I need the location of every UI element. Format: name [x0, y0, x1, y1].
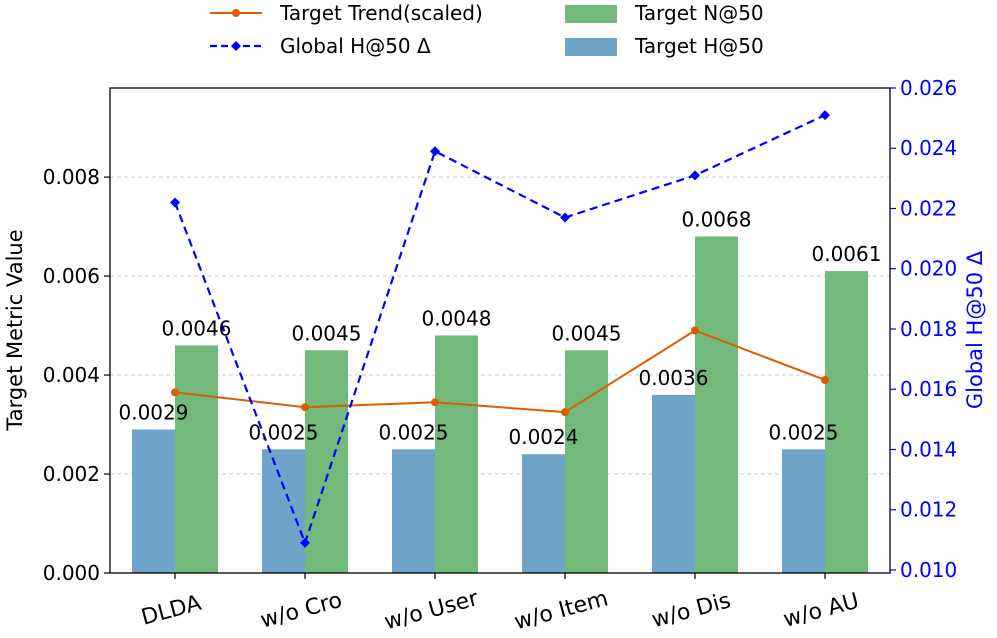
y-tick-label: 0.004: [43, 363, 100, 387]
y2-tick-label: 0.020: [900, 257, 957, 281]
y-tick-label: 0.006: [43, 264, 100, 288]
global-h50-delta-point: [300, 537, 310, 548]
y2-tick-label: 0.014: [900, 437, 957, 461]
bar-data-label: 0.0046: [162, 316, 232, 340]
bar-data-label: 0.0068: [682, 207, 752, 231]
bar-data-label: 0.0025: [249, 420, 319, 444]
target-trend-point: [171, 388, 179, 397]
global-h50-delta-point: [170, 197, 180, 208]
x-tick-label: w/o Item: [512, 586, 611, 635]
legend-label: Global H@50 Δ: [280, 34, 431, 58]
y-axis-label: Target Metric Value: [3, 229, 27, 431]
bar-data-label: 0.0045: [552, 321, 622, 345]
global-h50-delta-point: [560, 212, 570, 223]
legend-swatch: [565, 5, 617, 23]
bar-data-label: 0.0025: [769, 420, 839, 444]
target-trend-point: [821, 375, 829, 384]
bar-data-label: 0.0045: [292, 321, 362, 345]
y2-tick-label: 0.026: [900, 76, 957, 100]
legend: Target Trend(scaled) Target N@50 Global H@…: [210, 1, 764, 58]
target-trend-line: [174, 329, 826, 414]
global-h50-delta-point: [430, 146, 440, 157]
bar-target-h-50: [132, 429, 175, 573]
bar-target-h-50: [652, 394, 695, 573]
bar-target-n-50: [695, 236, 738, 573]
x-tick-label: w/o User: [382, 586, 482, 635]
legend-item: Target Trend(scaled): [210, 1, 483, 25]
bar-data-label: 0.0024: [509, 425, 579, 449]
bar-target-n-50: [565, 350, 608, 573]
bar-target-n-50: [175, 345, 218, 573]
bar-target-n-50: [825, 271, 868, 573]
y2-tick-label: 0.022: [900, 196, 957, 220]
bar-data-label: 0.0029: [119, 400, 189, 424]
legend-item: Global H@50 Δ: [210, 34, 431, 58]
y2-axis-label: Global H@50 Δ: [963, 250, 987, 409]
y2-tick-label: 0.012: [900, 498, 957, 522]
legend-marker: [232, 9, 240, 17]
legend-label: Target N@50: [634, 1, 764, 25]
legend-label: Target H@50: [634, 34, 764, 58]
x-tick-label: w/o AU: [781, 589, 862, 633]
global-h50-delta-line: [173, 114, 826, 547]
y2-tick-label: 0.018: [900, 317, 957, 341]
bar-target-h-50: [392, 449, 435, 573]
target-trend-point: [431, 398, 439, 407]
legend-item: Target N@50: [565, 1, 764, 25]
legend-item: Target H@50: [565, 34, 764, 58]
x-tick-label: DLDA: [139, 591, 204, 631]
bar-target-n-50: [435, 335, 478, 573]
bar-data-label: 0.0025: [379, 420, 449, 444]
legend-label: Target Trend(scaled): [279, 1, 483, 25]
y-tick-label: 0.002: [43, 462, 100, 486]
bar-data-label: 0.0061: [812, 242, 882, 266]
global-h50-delta-point: [820, 110, 830, 121]
target-trend-point: [561, 408, 569, 417]
y2-tick-label: 0.010: [900, 558, 957, 582]
bar-data-label: 0.0036: [639, 366, 709, 390]
bar-target-h-50: [782, 449, 825, 573]
legend-swatch: [565, 38, 617, 56]
y2-tick-label: 0.024: [900, 136, 957, 160]
bar-target-n-50: [305, 350, 348, 573]
y-tick-label: 0.008: [43, 165, 100, 189]
y-tick-label: 0.000: [43, 561, 100, 585]
x-tick-label: w/o Dis: [649, 588, 733, 633]
global-h50-delta-point: [690, 170, 700, 181]
y2-tick-label: 0.016: [900, 377, 957, 401]
target-trend-point: [301, 403, 309, 412]
plot-frame: [109, 87, 891, 574]
bar-target-h-50: [522, 454, 565, 573]
bar-data-label: 0.0048: [422, 306, 492, 330]
legend-marker: [231, 41, 241, 51]
x-tick-label: w/o Cro: [258, 588, 345, 634]
bar-target-h-50: [262, 449, 305, 573]
target-trend-point: [691, 326, 699, 335]
